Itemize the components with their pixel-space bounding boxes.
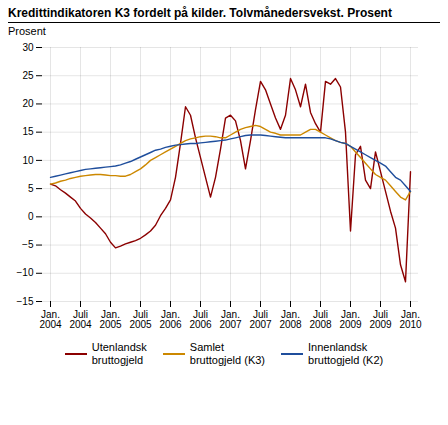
- svg-text:Juli2004: Juli2004: [69, 309, 92, 330]
- svg-text:Jan.2008: Jan.2008: [279, 309, 302, 330]
- svg-text:Jan.2010: Jan.2010: [399, 309, 422, 330]
- svg-text:Juli2007: Juli2007: [249, 309, 272, 330]
- html-text:Utenlandsk bruttogjeld: Utenlandsk bruttogjeld: [91, 341, 147, 366]
- svg-text:Jan.2005: Jan.2005: [99, 309, 122, 330]
- svg-text:Jan.2007: Jan.2007: [219, 309, 242, 330]
- svg-text:0: 0: [28, 211, 34, 222]
- svg-text:−15: −15: [17, 296, 34, 307]
- html-text:Kredittindikatoren K3 fordelt: Kredittindikatoren K3 fordelt på kilder.…: [8, 6, 392, 20]
- svg-text:Jan.2009: Jan.2009: [339, 309, 362, 330]
- svg-text:Juli2009: Juli2009: [369, 309, 392, 330]
- html-text:Samlet bruttogjeld (K3): Samlet bruttogjeld (K3): [189, 341, 265, 366]
- svg-text:Juli2005: Juli2005: [129, 309, 152, 330]
- svg-text:20: 20: [22, 98, 34, 109]
- svg-text:30: 30: [22, 42, 34, 53]
- svg-text:10: 10: [22, 155, 34, 166]
- svg-text:15: 15: [22, 126, 34, 137]
- svg-text:5: 5: [28, 183, 34, 194]
- svg-text:Juli2008: Juli2008: [309, 309, 332, 330]
- svg-text:25: 25: [22, 70, 34, 81]
- html-text:Innenlandsk bruttogjeld (K2): Innenlandsk bruttogjeld (K2): [308, 341, 384, 366]
- svg-text:Jan.2006: Jan.2006: [159, 309, 182, 330]
- html-text:Prosent: Prosent: [8, 25, 46, 37]
- svg-text:Juli2006: Juli2006: [189, 309, 212, 330]
- svg-text:Jan.2004: Jan.2004: [39, 309, 62, 330]
- svg-text:−5: −5: [22, 239, 34, 250]
- svg-text:−10: −10: [17, 267, 34, 278]
